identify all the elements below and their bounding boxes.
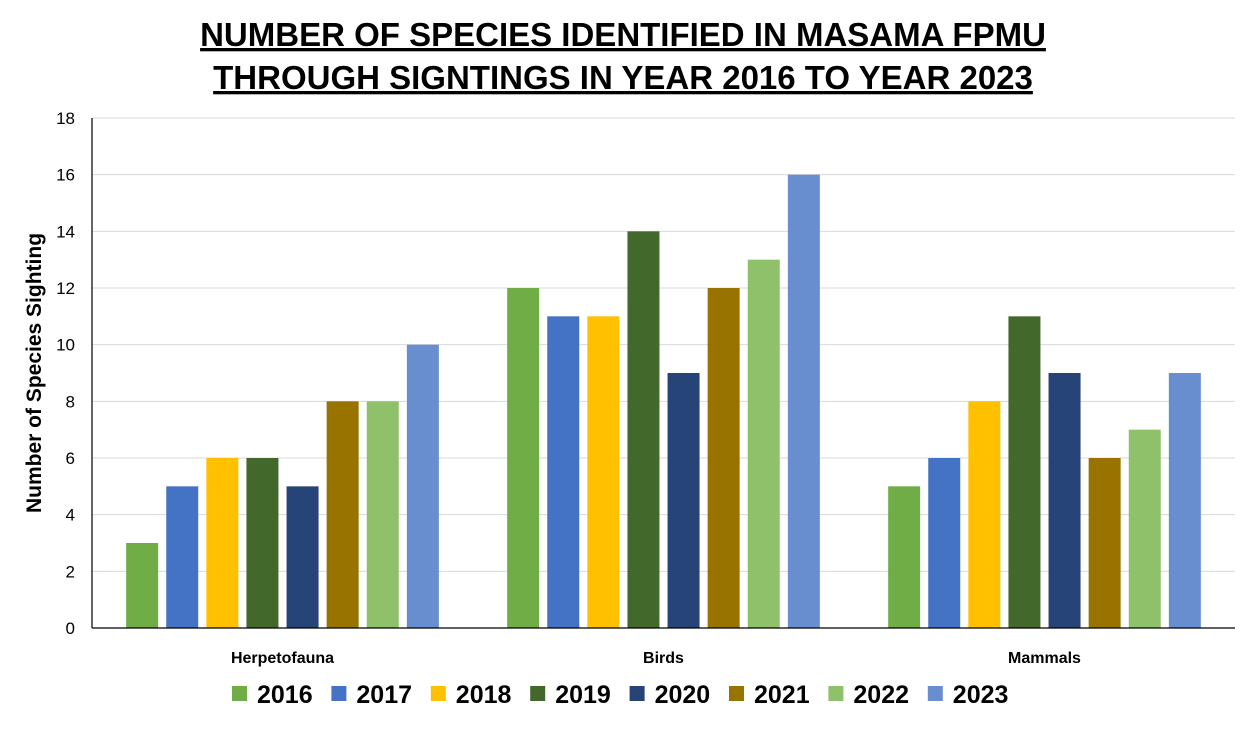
y-tick-label: 8: [66, 392, 75, 411]
y-axis-ticks: 0 2 4 6 8 10 12 14 16 18: [56, 109, 75, 638]
legend-item-2016: 2016: [232, 681, 313, 709]
legend-swatch: [729, 686, 744, 701]
y-tick-label: 10: [56, 336, 75, 355]
y-tick-label: 18: [56, 109, 75, 128]
bars: [126, 174, 1201, 629]
bar-herpetofauna-2017: [166, 486, 199, 628]
legend-item-2019: 2019: [530, 681, 611, 709]
legend-swatch: [927, 686, 943, 701]
bar-birds-2017: [547, 316, 580, 628]
bar-herpetofauna-2019: [246, 458, 279, 628]
legend-swatch: [430, 686, 446, 701]
bar-mammals-2023: [1168, 373, 1201, 628]
legend-label: 2022: [853, 681, 909, 709]
x-category-label: Mammals: [1008, 650, 1081, 667]
legend-item-2022: 2022: [828, 681, 909, 709]
bar-birds-2019: [627, 231, 660, 628]
bar-mammals-2019: [1008, 316, 1041, 628]
bar-herpetofauna-2020: [286, 486, 319, 628]
legend-swatch: [331, 686, 347, 701]
y-tick-label: 2: [66, 562, 75, 581]
chart-title: NUMBER OF SPECIES IDENTIFIED IN MASAMA F…: [200, 16, 1046, 96]
bar-birds-2023: [787, 174, 820, 629]
bar-birds-2021: [707, 288, 740, 628]
axes: [91, 118, 1235, 629]
bar-birds-2018: [587, 316, 620, 628]
bar-birds-2020: [667, 373, 700, 628]
y-tick-label: 6: [66, 449, 75, 468]
bar-mammals-2021: [1088, 458, 1121, 628]
y-tick-label: 0: [66, 619, 75, 638]
legend-label: 2019: [555, 681, 611, 709]
legend-label: 2018: [456, 681, 512, 709]
legend-swatch: [530, 686, 546, 701]
y-tick-label: 16: [56, 166, 75, 185]
chart-title-line-1: NUMBER OF SPECIES IDENTIFIED IN MASAMA F…: [200, 16, 1046, 53]
gridlines: [92, 117, 1235, 572]
bar-mammals-2018: [968, 401, 1001, 628]
x-category-label: Birds: [643, 650, 684, 667]
bar-herpetofauna-2023: [406, 344, 439, 628]
legend-label: 2016: [257, 681, 313, 709]
bar-mammals-2017: [928, 458, 961, 628]
bar-birds-2022: [747, 259, 780, 628]
bar-birds-2016: [507, 288, 540, 628]
legend-swatch: [629, 686, 645, 701]
legend-label: 2023: [953, 681, 1009, 709]
legend-swatch: [828, 686, 844, 701]
legend-item-2023: 2023: [927, 681, 1009, 709]
legend-swatch: [232, 686, 247, 701]
legend-label: 2020: [655, 681, 711, 709]
legend: 2016 2017 2018 2019 2020 2021 2022 2023: [232, 681, 1008, 709]
bar-herpetofauna-2016: [126, 543, 159, 628]
x-axis-labels: Herpetofauna Birds Mammals: [231, 650, 1081, 667]
x-category-label: Herpetofauna: [231, 650, 334, 667]
bar-mammals-2020: [1048, 373, 1081, 628]
bar-herpetofauna-2022: [366, 401, 399, 628]
legend-label: 2017: [356, 681, 412, 709]
legend-item-2017: 2017: [331, 681, 412, 709]
y-tick-label: 12: [56, 279, 75, 298]
legend-label: 2021: [754, 681, 810, 709]
bar-herpetofauna-2021: [326, 401, 359, 628]
y-axis-title: Number of Species Sighting: [23, 233, 46, 513]
chart-title-line-2: THROUGH SIGNTINGS IN YEAR 2016 TO YEAR 2…: [213, 59, 1033, 96]
legend-item-2018: 2018: [430, 681, 512, 709]
bar-herpetofauna-2018: [206, 458, 239, 628]
bar-mammals-2022: [1128, 429, 1161, 628]
legend-item-2020: 2020: [629, 681, 711, 709]
legend-item-2021: 2021: [729, 681, 810, 709]
y-tick-label: 14: [56, 222, 75, 241]
bar-mammals-2016: [888, 486, 921, 628]
y-tick-label: 4: [66, 506, 75, 525]
